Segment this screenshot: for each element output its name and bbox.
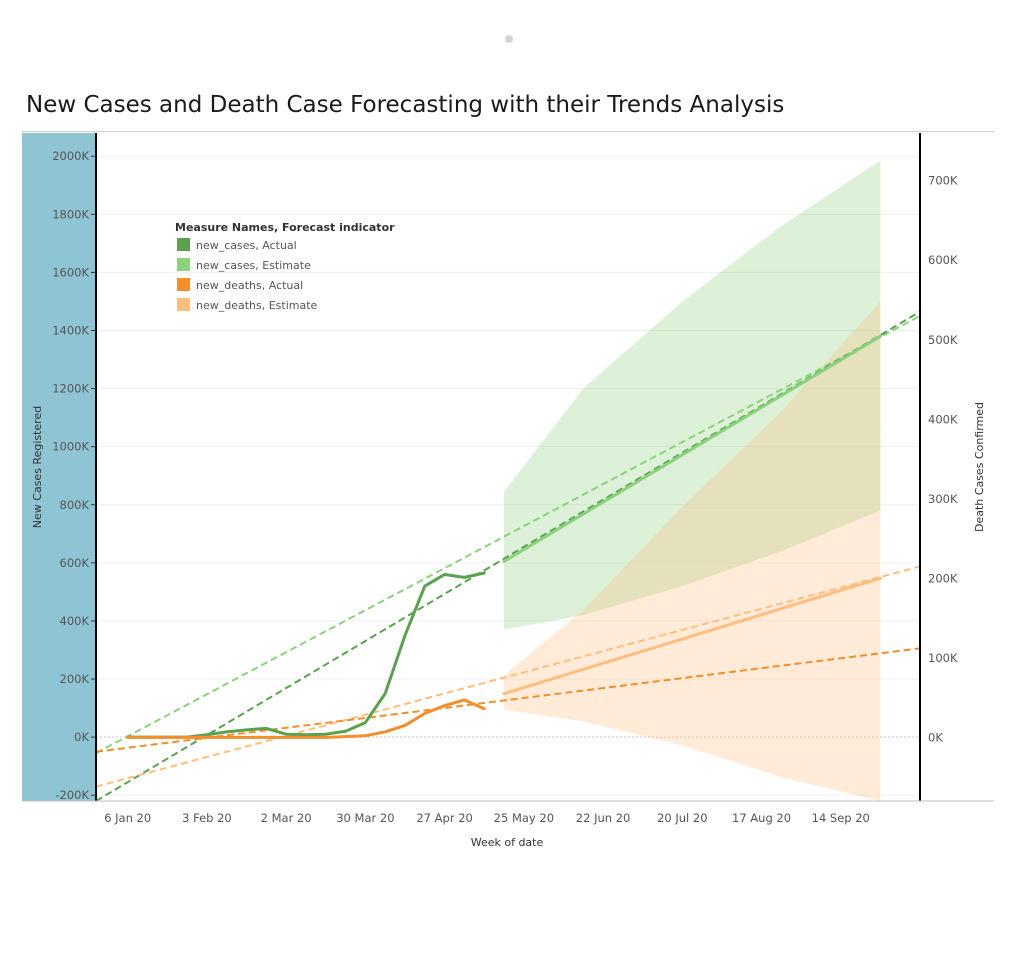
y-left-tick-label: 800K xyxy=(60,498,90,512)
y-right-tick-label: 400K xyxy=(928,412,958,426)
y-left-tick-label: 600K xyxy=(60,556,90,570)
title-divider xyxy=(22,131,994,132)
legend-swatch xyxy=(177,238,190,251)
y-right-tick-label: 500K xyxy=(928,333,958,347)
chart-title: New Cases and Death Case Forecasting wit… xyxy=(26,92,785,118)
legend-title: Measure Names, Forecast indicator xyxy=(175,221,395,234)
y-right-tick-label: 0K xyxy=(928,730,943,744)
y-left-tick-label: 400K xyxy=(60,614,90,628)
x-tick-label: 14 Sep 20 xyxy=(812,811,870,825)
legend-swatch xyxy=(177,258,190,271)
page-indicator-dot xyxy=(505,35,513,43)
trend-line xyxy=(95,647,921,753)
y-left-tick-label: -200K xyxy=(55,788,89,802)
y-left-tick-label: 2000K xyxy=(52,149,89,163)
x-axis-ticks: 6 Jan 20 3 Feb 20 2 Mar 20 30 Mar 20 27 Apr … xyxy=(104,811,870,825)
y-right-tick-label: 200K xyxy=(928,571,958,585)
x-tick-label: 22 Jun 20 xyxy=(576,811,631,825)
y-right-axis-title: Death Cases Confirmed xyxy=(973,402,986,532)
series-lines xyxy=(126,334,882,739)
x-axis-title: Week of date xyxy=(471,836,544,849)
y-right-tick-label: 100K xyxy=(928,651,958,665)
forecast-band xyxy=(504,160,881,630)
forecast-bands xyxy=(504,160,881,801)
y-right-tick-label: 600K xyxy=(928,253,958,267)
left-axis-band xyxy=(22,133,96,801)
x-tick-label: 6 Jan 20 xyxy=(104,811,151,825)
right-axis-ticks: 0K 100K 200K 300K 400K 500K 600K 700K xyxy=(928,174,958,745)
series-line xyxy=(502,334,882,563)
y-left-tick-label: 0K xyxy=(74,730,89,744)
series-line xyxy=(502,576,882,696)
y-left-tick-label: 1400K xyxy=(52,323,89,337)
legend[interactable]: Measure Names, Forecast indicator new_ca… xyxy=(175,221,395,312)
x-tick-label: 2 Mar 20 xyxy=(261,811,312,825)
y-left-axis-title: New Cases Registered xyxy=(31,406,44,528)
y-right-tick-label: 300K xyxy=(928,492,958,506)
series-line xyxy=(126,698,486,739)
trend-line xyxy=(95,565,921,788)
y-left-tick-label: 1000K xyxy=(52,440,89,454)
x-tick-label: 3 Feb 20 xyxy=(182,811,232,825)
x-tick-label: 17 Aug 20 xyxy=(732,811,791,825)
y-right-tick-label: 700K xyxy=(928,174,958,188)
legend-label: new_cases, Actual xyxy=(196,239,297,252)
legend-label: new_cases, Estimate xyxy=(196,259,311,272)
forecast-band xyxy=(504,301,881,801)
legend-label: new_deaths, Estimate xyxy=(196,299,318,312)
series-line xyxy=(462,571,486,579)
y-left-tick-label: 200K xyxy=(60,672,90,686)
y-left-tick-label: 1200K xyxy=(52,382,89,396)
legend-label: new_deaths, Actual xyxy=(196,279,303,292)
x-tick-label: 25 May 20 xyxy=(494,811,554,825)
legend-entries: new_cases, Actual new_cases, Estimate new_… xyxy=(177,238,318,312)
x-tick-label: 20 Jul 20 xyxy=(657,811,707,825)
y-left-tick-label: 1600K xyxy=(52,265,89,279)
legend-swatch xyxy=(177,298,190,311)
legend-swatch xyxy=(177,278,190,291)
grid xyxy=(96,155,920,796)
y-left-tick-label: 1800K xyxy=(52,207,89,221)
x-tick-label: 30 Mar 20 xyxy=(336,811,394,825)
left-axis-ticks: -200K 0K 200K 400K 600K 800K 1000K 1200K 1400K 16… xyxy=(52,149,96,802)
x-tick-label: 27 Apr 20 xyxy=(416,811,472,825)
trend-line xyxy=(95,315,921,754)
